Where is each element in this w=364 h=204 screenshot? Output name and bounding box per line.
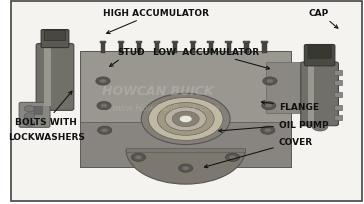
Bar: [173, 44, 177, 53]
Circle shape: [179, 164, 193, 172]
Bar: [190, 42, 196, 44]
Bar: [308, 67, 314, 121]
Text: CAP: CAP: [309, 9, 338, 29]
FancyBboxPatch shape: [80, 52, 291, 167]
Bar: [101, 44, 105, 53]
Circle shape: [101, 129, 108, 133]
Circle shape: [100, 104, 107, 108]
Circle shape: [97, 102, 111, 110]
Circle shape: [312, 122, 328, 131]
Circle shape: [157, 103, 214, 136]
Bar: [226, 44, 231, 53]
Bar: [154, 42, 160, 44]
Circle shape: [264, 129, 271, 133]
Circle shape: [229, 155, 236, 160]
Bar: [100, 42, 106, 44]
FancyBboxPatch shape: [80, 122, 291, 167]
Bar: [44, 49, 51, 106]
Wedge shape: [126, 150, 245, 184]
Circle shape: [179, 116, 192, 123]
Bar: [261, 42, 268, 44]
Circle shape: [262, 102, 276, 110]
Circle shape: [265, 104, 272, 108]
Bar: [334, 81, 342, 86]
Bar: [334, 71, 342, 75]
Circle shape: [98, 126, 112, 135]
Bar: [191, 44, 195, 53]
Bar: [225, 42, 232, 44]
Bar: [207, 42, 214, 44]
Circle shape: [261, 126, 275, 135]
Bar: [334, 105, 342, 110]
Bar: [245, 44, 249, 53]
Text: STUD: STUD: [110, 48, 145, 67]
Circle shape: [131, 153, 146, 162]
Bar: [209, 44, 213, 53]
Circle shape: [266, 80, 273, 84]
FancyBboxPatch shape: [301, 63, 339, 126]
FancyBboxPatch shape: [36, 44, 74, 111]
Bar: [262, 44, 267, 53]
Text: LOW  ACCUMULATOR: LOW ACCUMULATOR: [153, 48, 270, 70]
Circle shape: [135, 155, 142, 160]
Circle shape: [24, 113, 35, 119]
Bar: [244, 42, 250, 44]
Bar: [118, 42, 124, 44]
Circle shape: [141, 94, 230, 145]
Bar: [171, 42, 178, 44]
Bar: [137, 44, 141, 53]
Bar: [155, 44, 159, 53]
Text: HOWCAN BUICK: HOWCAN BUICK: [102, 84, 214, 97]
Bar: [334, 115, 342, 120]
Text: HIGH ACCUMULATOR: HIGH ACCUMULATOR: [103, 9, 209, 34]
FancyBboxPatch shape: [19, 103, 50, 128]
FancyBboxPatch shape: [41, 30, 69, 48]
Bar: [33, 106, 42, 114]
Text: FLANGE: FLANGE: [261, 101, 319, 112]
Bar: [136, 42, 142, 44]
FancyBboxPatch shape: [304, 45, 335, 67]
Text: OIL PUMP: OIL PUMP: [219, 120, 328, 133]
Bar: [119, 44, 123, 53]
Circle shape: [165, 108, 206, 131]
Bar: [126, 148, 245, 152]
Circle shape: [24, 106, 35, 112]
Circle shape: [24, 120, 35, 126]
Text: LOCKWASHERS: LOCKWASHERS: [8, 132, 84, 141]
Text: COVER: COVER: [205, 137, 313, 168]
Circle shape: [96, 78, 110, 86]
Circle shape: [182, 166, 189, 170]
Bar: [334, 93, 342, 98]
Text: BOLTS WITH: BOLTS WITH: [15, 92, 77, 127]
FancyBboxPatch shape: [44, 31, 66, 41]
Circle shape: [225, 153, 240, 162]
Circle shape: [149, 98, 223, 141]
FancyBboxPatch shape: [308, 46, 331, 59]
Text: www.HowCanBuick.com: www.HowCanBuick.com: [111, 104, 219, 113]
Circle shape: [263, 78, 277, 86]
Circle shape: [172, 112, 199, 127]
FancyBboxPatch shape: [266, 62, 307, 113]
Circle shape: [99, 80, 107, 84]
